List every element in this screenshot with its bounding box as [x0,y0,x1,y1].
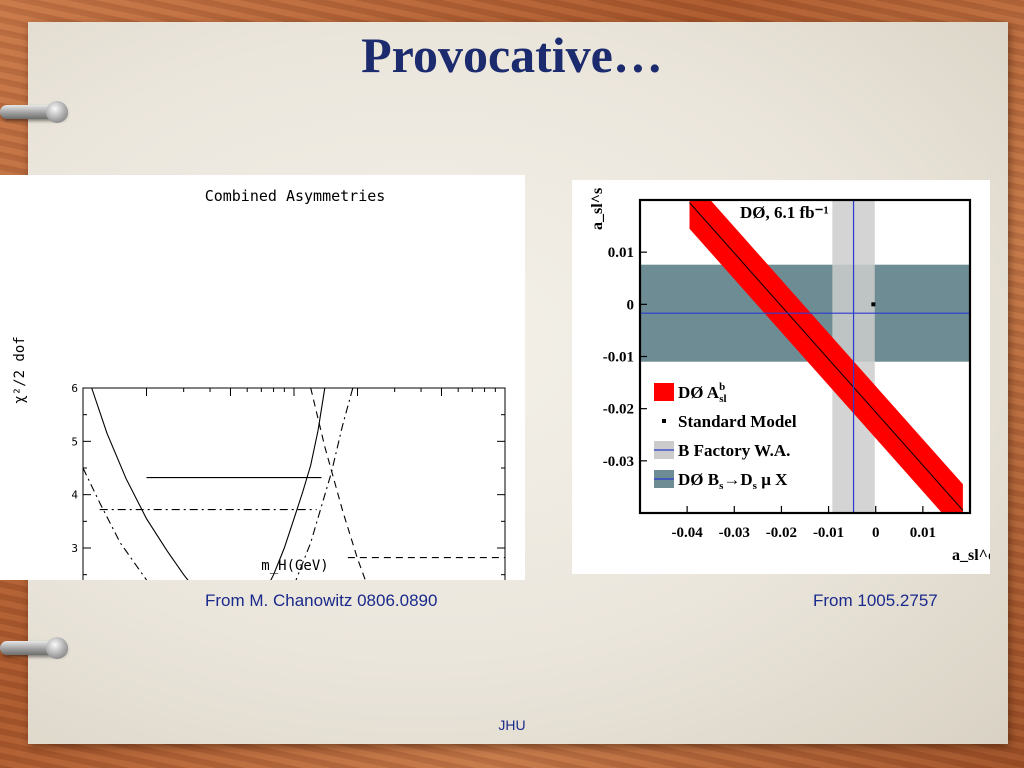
caption-right: From 1005.2757 [813,591,938,610]
chart1-title: Combined Asymmetries [205,187,386,205]
chart2-x-tick-label: -0.02 [766,525,797,541]
chart1-y-tick-label: 5 [71,435,78,448]
chart2-x-tick-label: -0.03 [719,525,750,541]
chart1-series-dashed [310,387,506,705]
binder-ring-icon [0,101,68,123]
chart1-y-tick-label: 4 [71,489,78,502]
chart1-series-dashdot [82,387,354,656]
chart2-x-tick-label: 0.01 [910,525,936,541]
chart2-y-tick-label: 0.01 [608,245,634,261]
chart1-ylabel: χ²/2 dof [12,336,28,403]
caption-left: From M. Chanowitz 0806.0890 [205,591,438,610]
chart2-annotation: DØ, 6.1 fb⁻¹ [740,203,829,222]
chart2-legend-swatch [654,383,674,401]
chart1-frame [82,387,506,709]
binder-ring-icon [0,637,68,659]
slide-title: Provocative… [361,27,663,83]
chart2-legend-label: Standard Model [678,412,797,431]
chart-dzero-asl: -0.04 -0.03 -0.02 -0.01 0 0.01 0.01 0 -0.01 -0.02… [572,180,997,574]
chart2-x-tick-label: -0.01 [813,525,844,541]
chart1-xlabel: m_H(GeV) [261,558,328,574]
chart-dzero-asl-plot: -0.04 -0.03 -0.02 -0.01 0 0.01 0.01 0 -0.01 -0.02… [589,188,997,564]
chart-combined-asymmetries-plot: Combined Asymmetries 1020501002005001000… [12,187,518,726]
chart2-y-tick-label: -0.02 [603,402,634,418]
chart1-y-tick-label: 6 [71,382,78,395]
chart2-standard-model-point [871,302,876,307]
chart2-x-tick-label: 0 [872,525,880,541]
chart2-legend-label: DØ Bs→Ds μ X [678,470,788,492]
chart2-ylabel: a_sl^s [589,188,606,230]
chart2-y-tick-label: 0 [627,297,635,313]
chart2-legend-label: B Factory W.A. [678,441,790,460]
chart-combined-asymmetries: Combined Asymmetries 1020501002005001000… [0,175,525,726]
chart1-y-tick-label: 3 [71,542,78,555]
chart2-legend-swatch [662,419,666,423]
chart2-legend-label: DØ Ab sl [678,381,727,405]
chart2-y-tick-label: -0.01 [603,350,634,366]
chart2-dzero-asl-center-line [689,202,964,511]
chart2-y-tick-label: -0.03 [603,454,634,470]
slide-footer: JHU [498,717,526,733]
chart2-xlabel: a_sl^d [952,547,990,564]
chart2-x-tick-label: -0.04 [672,525,704,541]
